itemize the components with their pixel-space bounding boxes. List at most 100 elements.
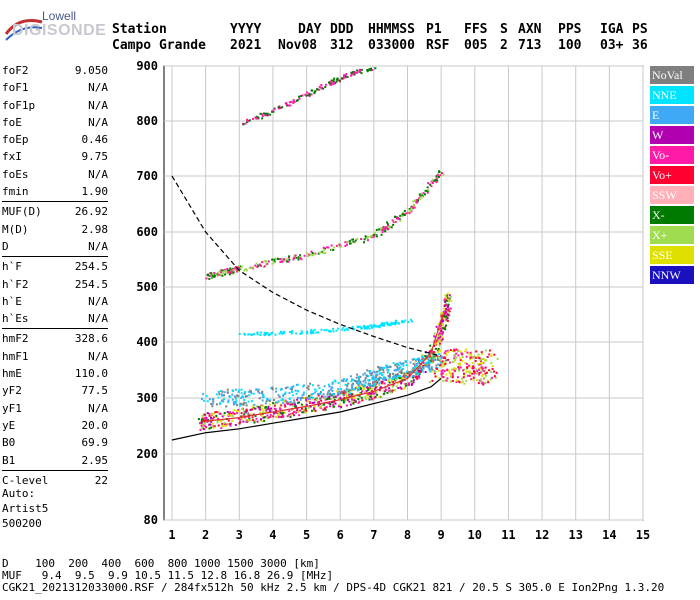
echo-point: [404, 361, 407, 364]
echo-point: [291, 404, 294, 407]
echo-point: [439, 327, 442, 330]
echo-point: [318, 88, 321, 91]
echo-point: [433, 332, 436, 335]
echo-point: [337, 388, 340, 391]
echo-point: [280, 387, 283, 390]
echo-point: [375, 235, 378, 238]
header-label-3: DDD: [330, 22, 354, 37]
echo-point: [255, 417, 258, 420]
echo-point: [434, 352, 437, 355]
echo-point: [255, 262, 258, 265]
echo-point: [445, 373, 448, 376]
echo-point: [255, 405, 258, 408]
y-tick-label: 200: [136, 447, 158, 461]
echo-point: [490, 353, 493, 356]
echo-point: [215, 411, 218, 414]
echo-point: [475, 379, 478, 382]
echo-point: [215, 393, 218, 396]
echo-point: [344, 76, 347, 79]
echo-point: [398, 370, 401, 373]
echo-point: [291, 394, 294, 397]
echo-point: [400, 387, 403, 390]
echo-point: [426, 186, 429, 189]
echo-point: [380, 380, 383, 383]
echo-point: [409, 318, 412, 321]
echo-point: [285, 260, 288, 263]
param-value: N/A: [88, 349, 108, 363]
echo-point: [419, 369, 422, 372]
echo-point: [419, 364, 422, 367]
echo-point: [250, 400, 253, 403]
echo-point: [441, 362, 444, 365]
echo-point: [434, 343, 437, 346]
echo-point: [322, 251, 325, 254]
echo-point: [340, 406, 343, 409]
param-name: yF1: [2, 401, 22, 415]
echo-point: [266, 332, 269, 335]
echo-point: [479, 362, 482, 365]
echo-point: [236, 411, 239, 414]
echo-point: [266, 414, 269, 417]
echo-point: [380, 322, 383, 325]
echo-point: [416, 201, 419, 204]
echo-point: [481, 382, 484, 385]
echo-point: [220, 393, 223, 396]
echo-point: [272, 261, 275, 264]
echo-point: [202, 428, 205, 431]
echo-point: [236, 394, 239, 397]
echo-point: [246, 121, 249, 124]
echo-point: [468, 374, 471, 377]
echo-point: [367, 325, 370, 328]
echo-point: [491, 367, 494, 370]
echo-point: [449, 349, 452, 352]
echo-point: [324, 398, 327, 401]
echo-point: [403, 213, 406, 216]
echo-point: [328, 397, 331, 400]
echo-point: [412, 381, 415, 384]
echo-point: [450, 380, 453, 383]
echo-point: [359, 375, 362, 378]
echo-point: [306, 400, 309, 403]
param-row: foEp 0.46: [2, 131, 108, 148]
echo-point: [458, 364, 461, 367]
echo-point: [373, 392, 376, 395]
echo-point: [491, 365, 494, 368]
echo-point: [294, 257, 297, 260]
echo-point: [208, 274, 211, 277]
header-label-5: P1: [426, 22, 442, 37]
echo-point: [242, 414, 245, 417]
echo-point: [220, 427, 223, 430]
echo-point: [485, 359, 488, 362]
echo-point: [389, 225, 392, 228]
echo-point: [399, 214, 402, 217]
echo-point: [434, 354, 437, 357]
echo-point: [282, 401, 285, 404]
echo-point: [387, 225, 390, 228]
echo-point: [328, 389, 331, 392]
echo-point: [425, 355, 428, 358]
echo-point: [297, 258, 300, 261]
echo-point: [428, 357, 431, 360]
echo-point: [239, 265, 242, 268]
echo-point: [305, 94, 308, 97]
echo-point: [357, 401, 360, 404]
echo-point: [335, 244, 338, 247]
echo-point: [459, 359, 462, 362]
echo-point: [440, 312, 443, 315]
echo-point: [437, 335, 440, 338]
echo-point: [453, 349, 456, 352]
echo-point: [445, 304, 448, 307]
echo-point: [366, 327, 369, 330]
echo-point: [374, 386, 377, 389]
echo-point: [362, 373, 365, 376]
echo-point: [247, 415, 250, 418]
header-label-7: S: [500, 22, 508, 37]
echo-point: [230, 271, 233, 274]
echo-point: [290, 332, 293, 335]
echo-point: [275, 416, 278, 419]
echo-point: [259, 333, 262, 336]
echo-point: [244, 395, 247, 398]
echo-point: [332, 327, 335, 330]
echo-point: [198, 422, 201, 425]
